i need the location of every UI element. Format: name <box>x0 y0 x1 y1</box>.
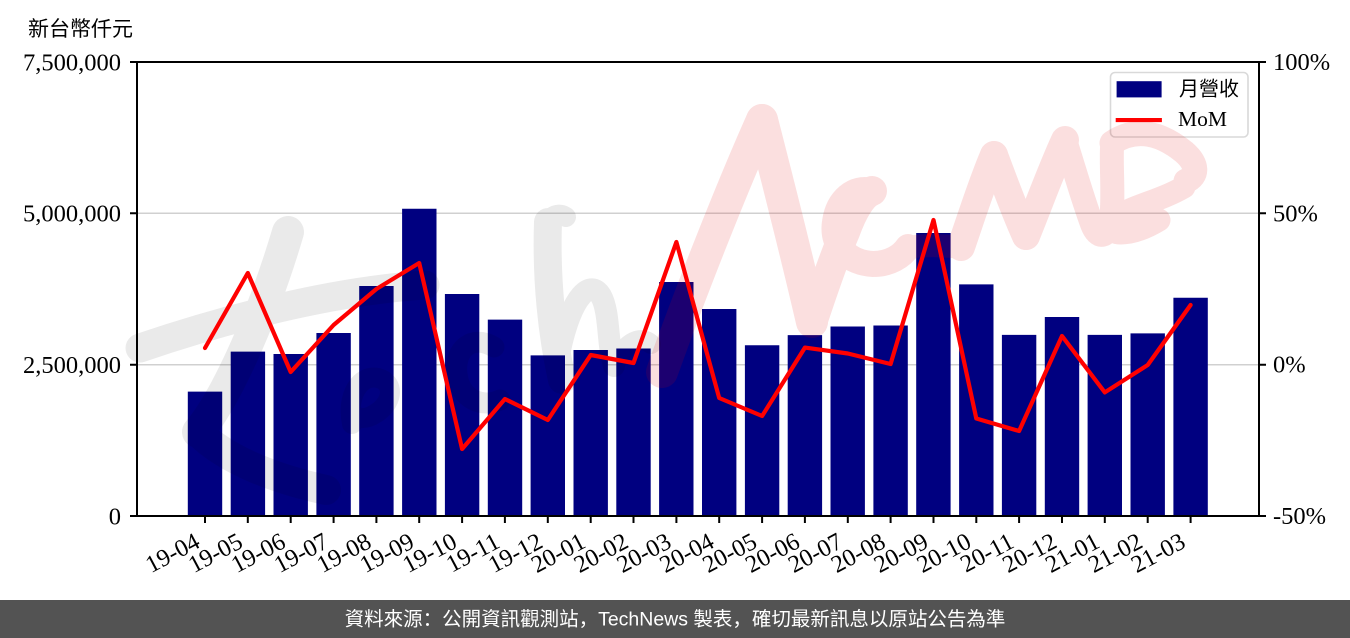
svg-text:MoM: MoM <box>1178 107 1227 131</box>
svg-text:5,000,000: 5,000,000 <box>23 201 121 228</box>
svg-text:月營收: 月營收 <box>1179 78 1239 101</box>
svg-text:-50%: -50% <box>1273 503 1326 530</box>
svg-text:0: 0 <box>109 503 121 530</box>
svg-text:0%: 0% <box>1273 352 1306 379</box>
svg-text:2,500,000: 2,500,000 <box>23 352 121 379</box>
svg-text:新台幣仟元: 新台幣仟元 <box>28 17 133 41</box>
svg-text:100%: 100% <box>1273 49 1330 76</box>
svg-text:7,500,000: 7,500,000 <box>23 49 121 76</box>
svg-text:資料來源：公開資訊觀測站，TechNews 製表，確切最新訊: 資料來源：公開資訊觀測站，TechNews 製表，確切最新訊息以原站公告為準 <box>345 609 1006 631</box>
svg-text:50%: 50% <box>1273 200 1318 227</box>
